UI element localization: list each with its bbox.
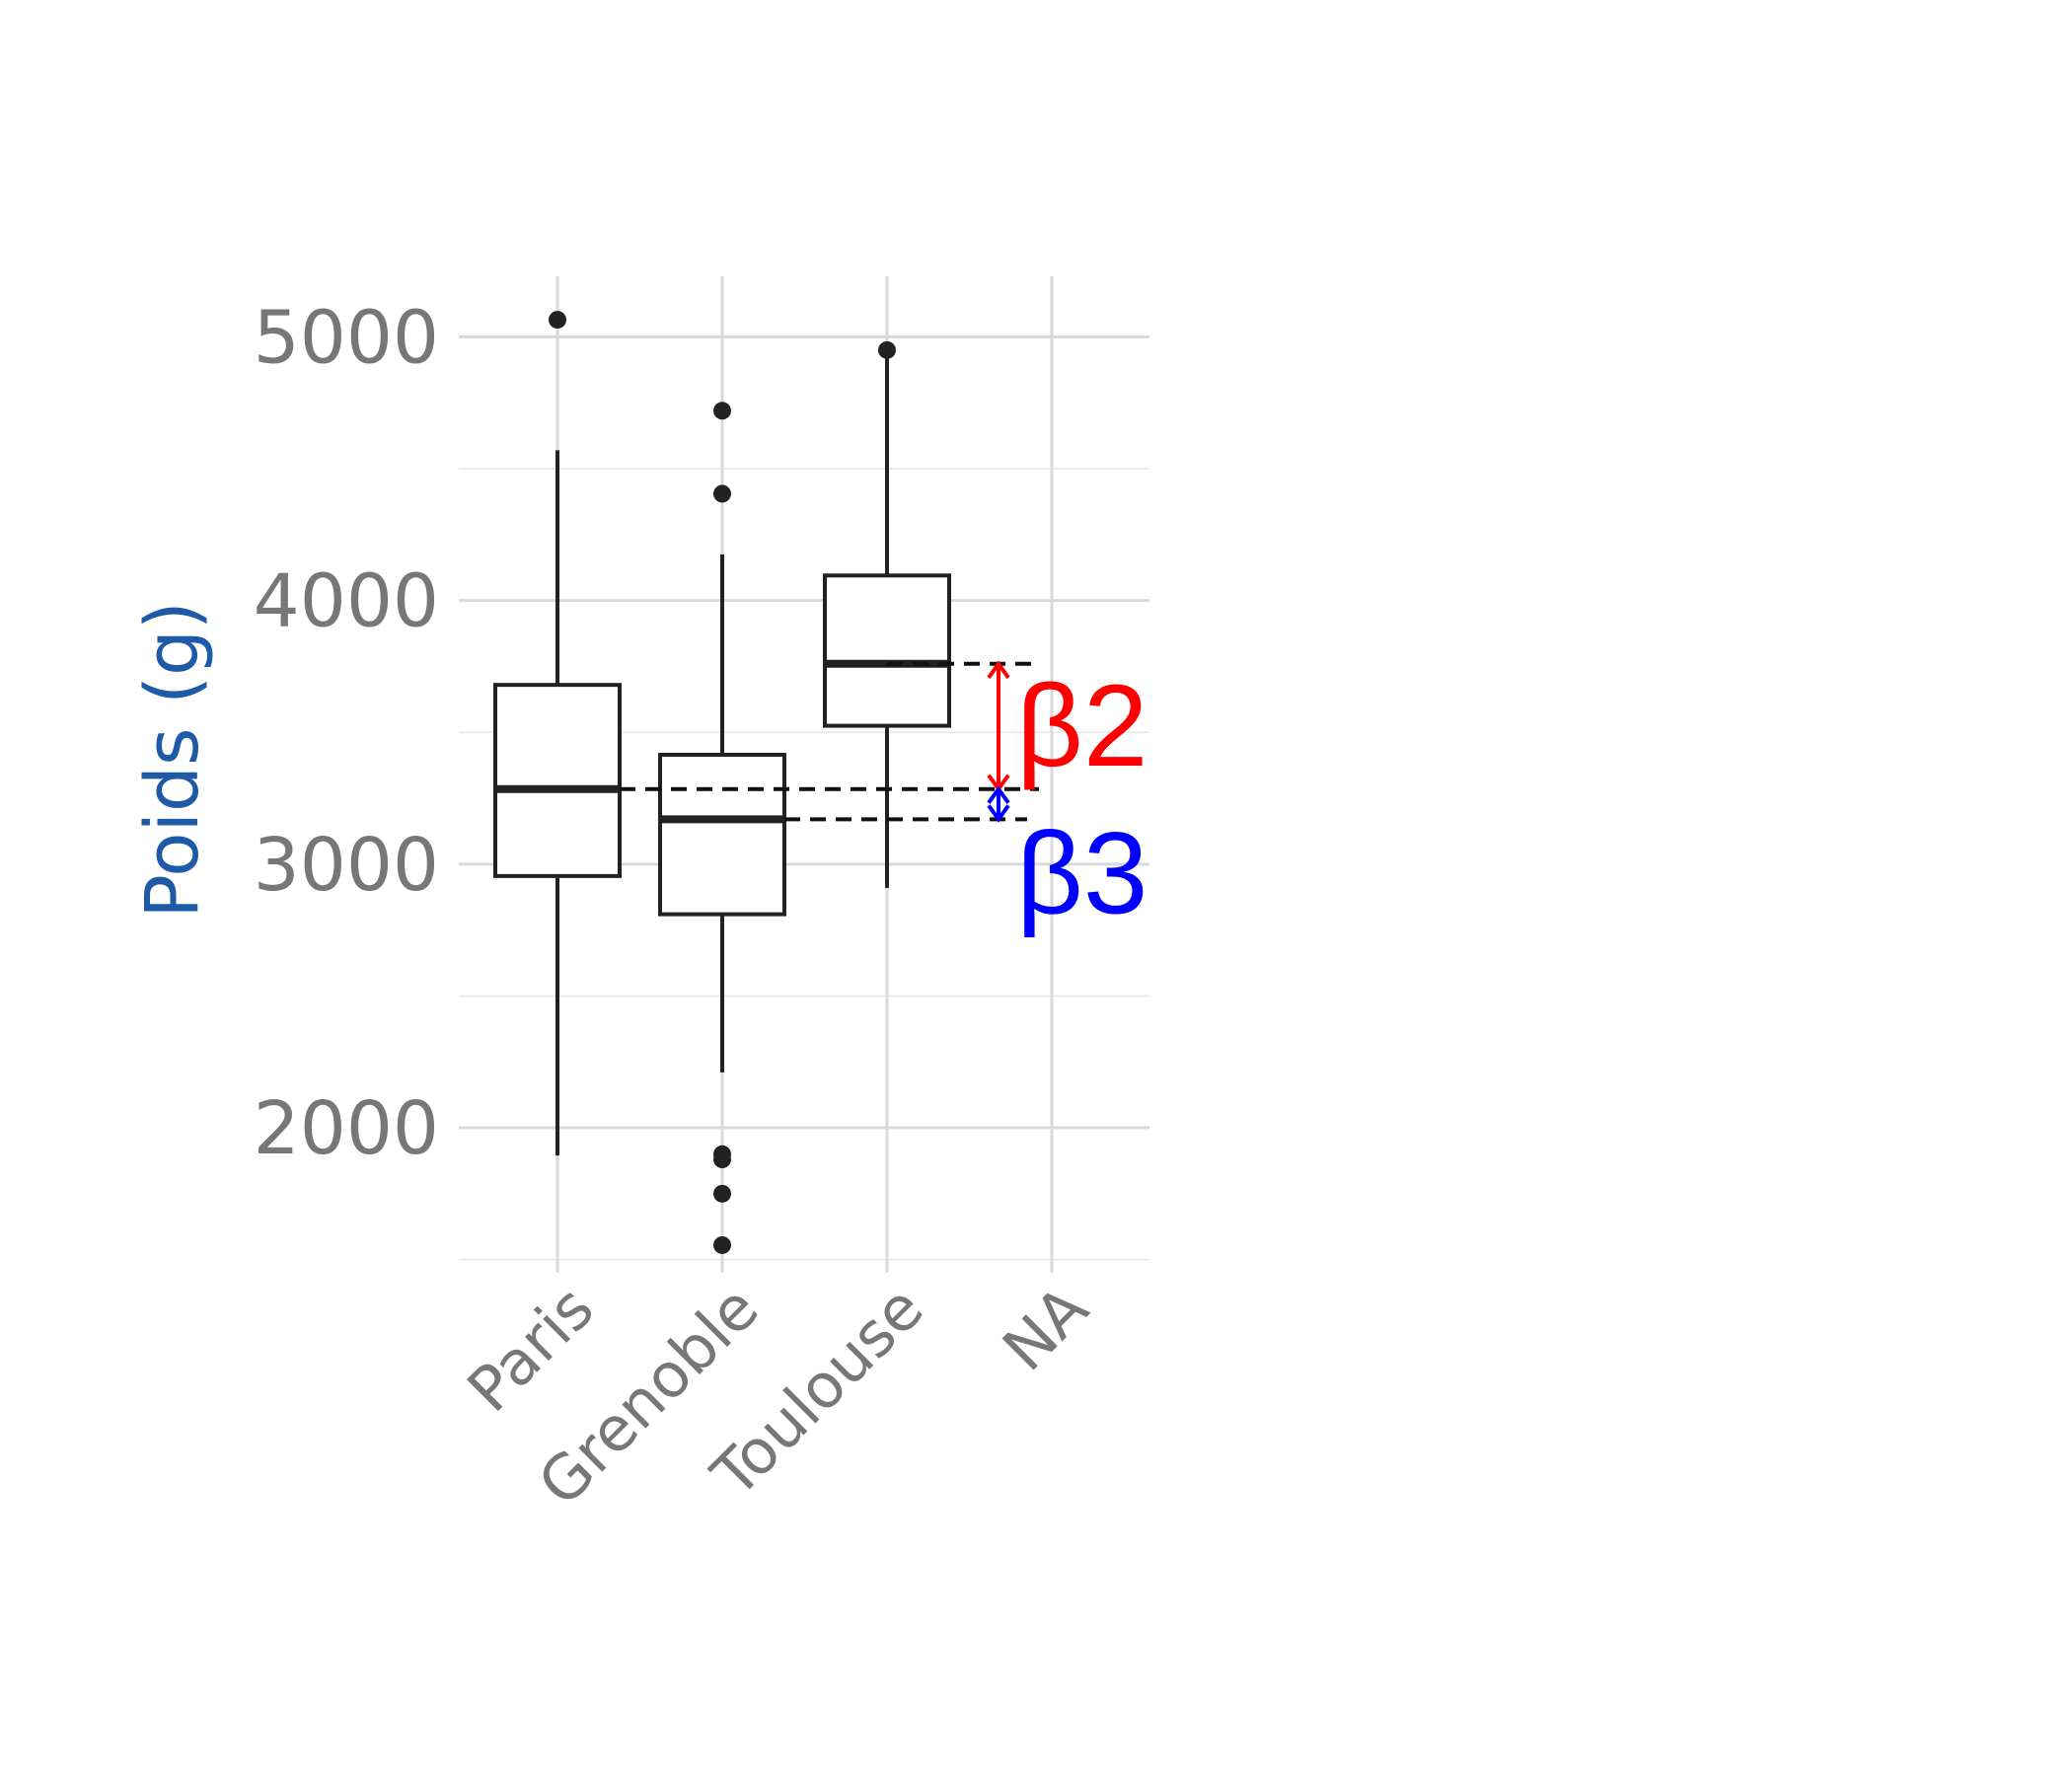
outlier-point [713, 1184, 731, 1203]
box-grenoble [658, 402, 786, 1254]
box-body [658, 752, 786, 917]
box-toulouse [823, 340, 951, 888]
annotation-label: β3 [1016, 808, 1148, 938]
y-tick-label: 4000 [254, 559, 439, 644]
x-tick-label: NA [989, 1272, 1101, 1384]
y-axis-title: Poids (g) [130, 601, 215, 919]
outlier-point [878, 340, 896, 359]
annotation-3: β3 [987, 785, 1148, 938]
y-tick-label: 2000 [254, 1086, 439, 1171]
annotation-arrowhead-bottom [987, 804, 1010, 823]
outlier-point [713, 1150, 731, 1169]
outlier-point [549, 311, 566, 330]
annotation-2: β2 [987, 660, 1148, 793]
box-paris [493, 311, 622, 1156]
outlier-point [713, 402, 731, 420]
outlier-point [713, 1235, 731, 1254]
x-tick-label: Paris [454, 1272, 608, 1426]
outlier-point [713, 484, 731, 503]
y-tick-label: 3000 [254, 823, 439, 908]
annotation-arrowhead-top [987, 660, 1010, 679]
box-body [493, 683, 622, 878]
annotation-arrowhead-top [987, 785, 1010, 804]
box-body [823, 573, 951, 728]
annotation-label: β2 [1016, 661, 1148, 791]
y-tick-label: 5000 [254, 295, 439, 380]
